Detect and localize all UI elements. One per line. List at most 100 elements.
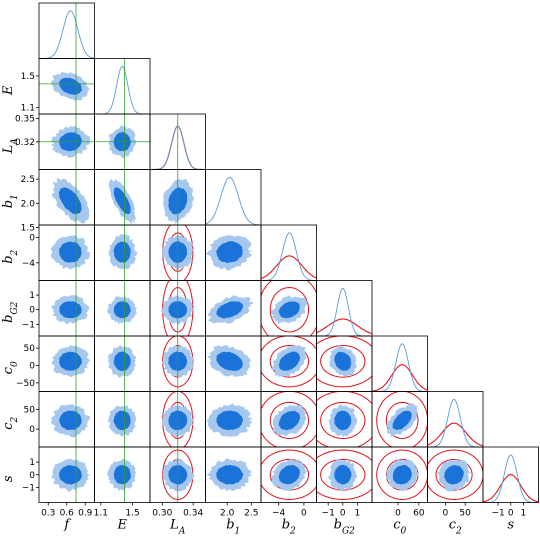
y-tick-label: 0	[29, 234, 35, 244]
posterior-contour-68	[113, 464, 131, 485]
panel-c2-vs-b2	[260, 391, 317, 448]
x-axis-label-b1: b1	[226, 518, 240, 537]
panel-c2-vs-LA	[149, 391, 206, 448]
y-axis-label-s: s	[1, 475, 16, 482]
x-tick-label: 0.34	[183, 509, 203, 519]
panel-c0-vs-E	[94, 335, 151, 392]
x-tick-label: 0.6	[60, 509, 75, 519]
prior-contour-68	[269, 401, 310, 440]
prior-contour-95	[376, 449, 428, 500]
marginal-curve-b1	[205, 176, 261, 225]
y-tick-label: 50	[24, 405, 36, 415]
posterior-contour-68	[278, 351, 301, 371]
y-axis-label-b2: b2	[1, 249, 20, 263]
y-tick-label: 1	[29, 291, 35, 301]
panel-c2-vs-E	[94, 391, 151, 448]
prior-contour-68	[320, 458, 366, 491]
posterior-contour-68	[216, 241, 243, 263]
y-tick-label: 0	[29, 425, 35, 435]
x-tick-label: 2.0	[220, 509, 235, 519]
prior-curve-c2	[427, 422, 483, 447]
panel-frame	[94, 58, 151, 115]
panel-b2-vs-b1	[205, 224, 262, 281]
x-axis-label-LA: LA	[169, 518, 186, 537]
prior-contour-68	[320, 344, 366, 378]
x-tick-label: −1	[322, 509, 335, 519]
posterior-contour-68	[334, 464, 352, 485]
panel-s-vs-c2	[427, 446, 484, 503]
prior-contour-95	[376, 391, 428, 447]
prior-contour-68	[269, 458, 310, 491]
panel-s-vs-b2	[260, 446, 317, 503]
x-tick-label: −4	[272, 509, 286, 519]
panel-c0-vs-f	[38, 335, 95, 392]
y-tick-label: 2.5	[21, 175, 35, 185]
x-axis-label-c2: c2	[449, 518, 462, 537]
y-tick-label: −4	[22, 259, 36, 269]
posterior-contour-68	[113, 187, 131, 215]
panel-bG2-vs-LA	[149, 280, 206, 337]
panel-bG2-vs-E	[94, 280, 151, 337]
x-tick-label: 0	[395, 509, 401, 519]
panel-s-vs-s	[482, 446, 539, 503]
panel-s-vs-LA	[149, 446, 206, 503]
panel-s-vs-c0	[371, 446, 428, 503]
y-tick-label: −50	[16, 379, 35, 389]
x-tick-label: 0.9	[78, 509, 93, 519]
y-tick-label: 1.5	[21, 223, 35, 233]
panel-c0-vs-b1	[205, 335, 262, 392]
x-axis-label-bG2: bG2	[334, 518, 356, 537]
panel-LA-vs-E	[94, 113, 151, 170]
x-axis-label-b2: b2	[282, 518, 296, 537]
panel-b2-vs-E	[94, 224, 151, 281]
x-tick-label: 60	[413, 509, 425, 519]
x-tick-label: 1.1	[94, 509, 108, 519]
y-axis-label-E: E	[1, 85, 16, 96]
panel-s-vs-bG2	[316, 446, 373, 503]
panel-c2-vs-c0	[371, 391, 428, 448]
posterior-contour-68	[334, 351, 352, 371]
panel-b1-vs-f	[38, 169, 95, 226]
panel-E-vs-f	[38, 58, 95, 115]
posterior-contour-68	[216, 301, 244, 319]
panel-bG2-vs-b2	[260, 280, 317, 337]
panel-frame	[371, 335, 428, 392]
y-tick-label: −1	[22, 483, 35, 493]
posterior-contour-68	[216, 464, 244, 485]
x-tick-label: 50	[459, 509, 471, 519]
panel-E-vs-E	[94, 58, 151, 115]
prior-contour-95	[316, 391, 372, 447]
y-tick-label: 2.0	[21, 199, 36, 209]
panel-LA-vs-f	[38, 113, 95, 170]
posterior-contour-68	[392, 410, 412, 430]
panel-bG2-vs-bG2	[316, 280, 373, 337]
posterior-contour-68	[392, 465, 412, 485]
y-tick-label: 0	[29, 306, 35, 316]
panel-s-vs-b1	[205, 446, 262, 503]
posterior-contour-68	[444, 464, 465, 485]
x-tick-label: 1	[520, 509, 526, 519]
y-axis-label-c2: c2	[1, 416, 20, 429]
marginal-curve-b2	[261, 232, 317, 281]
panel-b1-vs-b1	[205, 169, 262, 226]
y-tick-label: 0	[29, 471, 35, 481]
panel-c0-vs-b2	[260, 335, 317, 392]
posterior-contour-68	[334, 410, 352, 431]
x-axis-label-f: f	[63, 518, 71, 533]
panel-b2-vs-LA	[149, 224, 206, 281]
prior-contour-95	[261, 449, 317, 500]
x-axis-label-E: E	[117, 518, 128, 533]
posterior-contour-68	[216, 351, 244, 371]
panel-c0-vs-LA	[149, 335, 206, 392]
y-tick-label: 1	[29, 458, 35, 468]
posterior-contour-68	[278, 465, 301, 485]
x-tick-label: −1	[491, 509, 504, 519]
marginal-curve-bG2	[316, 287, 372, 336]
x-tick-label: 0	[301, 509, 307, 519]
prior-curve-c0	[372, 364, 428, 392]
posterior-contour-68	[113, 351, 131, 372]
panel-c0-vs-bG2	[316, 335, 373, 392]
posterior-contour-68	[113, 241, 131, 263]
posterior-contour-68	[278, 301, 300, 319]
